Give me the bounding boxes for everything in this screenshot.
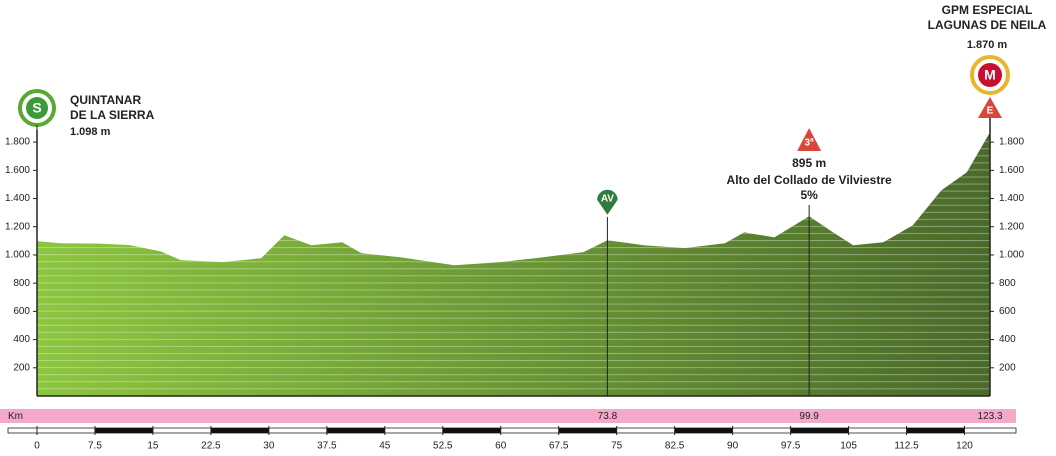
ruler-segment bbox=[906, 428, 965, 433]
x-tick-label: 112.5 bbox=[894, 441, 919, 452]
y2-tick-label: 1.600 bbox=[999, 165, 1024, 176]
start-name: DE LA SIERRA bbox=[70, 108, 155, 122]
finish-sub-badge: E bbox=[987, 106, 994, 117]
finish-name: LAGUNAS DE NEILA bbox=[928, 18, 1047, 32]
ruler-segment bbox=[674, 428, 733, 433]
ruler-segment bbox=[442, 428, 501, 433]
finish-badge-label: M bbox=[984, 67, 996, 83]
x-tick-label: 22.5 bbox=[201, 441, 221, 452]
y-tick-label: 1.600 bbox=[5, 165, 30, 176]
x-tick-label: 120 bbox=[956, 441, 973, 452]
x-tick-label: 105 bbox=[840, 441, 857, 452]
y-tick-label: 1.800 bbox=[5, 137, 30, 148]
y2-tick-label: 1.200 bbox=[999, 221, 1024, 232]
y-tick-label: 200 bbox=[13, 362, 30, 373]
climb-gradient: 5% bbox=[800, 188, 818, 202]
climb-category: 3ª bbox=[805, 138, 815, 149]
km-mark-label: 99.9 bbox=[799, 411, 819, 422]
y-tick-label: 800 bbox=[13, 278, 30, 289]
y2-tick-label: 400 bbox=[999, 334, 1016, 345]
x-tick-label: 97.5 bbox=[781, 441, 801, 452]
climb-altitude: 895 m bbox=[792, 156, 826, 170]
y2-tick-label: 800 bbox=[999, 278, 1016, 289]
ruler-segment bbox=[326, 428, 385, 433]
x-tick-label: 30 bbox=[263, 441, 275, 452]
start-name: QUINTANAR bbox=[70, 93, 141, 107]
ruler bbox=[7, 427, 1017, 434]
y2-tick-label: 600 bbox=[999, 306, 1016, 317]
y-tick-label: 1.400 bbox=[5, 193, 30, 204]
finish-triangle bbox=[978, 97, 1002, 118]
x-tick-label: 75 bbox=[611, 441, 623, 452]
ruler-segment bbox=[558, 428, 617, 433]
y2-tick-label: 1.000 bbox=[999, 250, 1024, 261]
x-tick-label: 7.5 bbox=[88, 441, 102, 452]
x-tick-label: 15 bbox=[147, 441, 159, 452]
ruler-segment bbox=[94, 428, 153, 433]
km-mark-label: 123.3 bbox=[977, 411, 1002, 422]
y-tick-label: 1.000 bbox=[5, 250, 30, 261]
start-altitude: 1.098 m bbox=[70, 126, 111, 138]
x-tick-label: 82.5 bbox=[665, 441, 685, 452]
x-tick-label: 52.5 bbox=[433, 441, 453, 452]
area-stripes bbox=[37, 132, 990, 397]
y2-tick-label: 200 bbox=[999, 362, 1016, 373]
y2-tick-label: 1.800 bbox=[999, 137, 1024, 148]
sprint-pin bbox=[595, 188, 620, 218]
km-mark-label: 73.8 bbox=[598, 411, 618, 422]
y-tick-label: 400 bbox=[13, 334, 30, 345]
sprint-badge: AV bbox=[601, 194, 614, 205]
x-tick-label: 37.5 bbox=[317, 441, 337, 452]
finish-altitude: 1.870 m bbox=[967, 39, 1008, 51]
x-tick-label: 90 bbox=[727, 441, 739, 452]
km-band bbox=[0, 409, 1016, 423]
ruler-segment bbox=[210, 428, 269, 433]
finish-badge bbox=[978, 63, 1002, 87]
y-tick-label: 600 bbox=[13, 306, 30, 317]
climb-triangle bbox=[797, 128, 822, 151]
ruler-segment bbox=[790, 428, 849, 433]
start-badge-label: S bbox=[32, 100, 41, 116]
x-tick-label: 67.5 bbox=[549, 441, 569, 452]
start-badge bbox=[26, 97, 48, 119]
x-tick-label: 45 bbox=[379, 441, 391, 452]
finish-name: GPM ESPECIAL bbox=[942, 3, 1033, 17]
climb-name: Alto del Collado de Vilviestre bbox=[727, 173, 892, 187]
y2-tick-label: 1.400 bbox=[999, 193, 1024, 204]
km-label: Km bbox=[8, 411, 23, 422]
x-tick-label: 60 bbox=[495, 441, 507, 452]
y-tick-label: 1.200 bbox=[5, 221, 30, 232]
x-tick-label: 0 bbox=[34, 441, 40, 452]
